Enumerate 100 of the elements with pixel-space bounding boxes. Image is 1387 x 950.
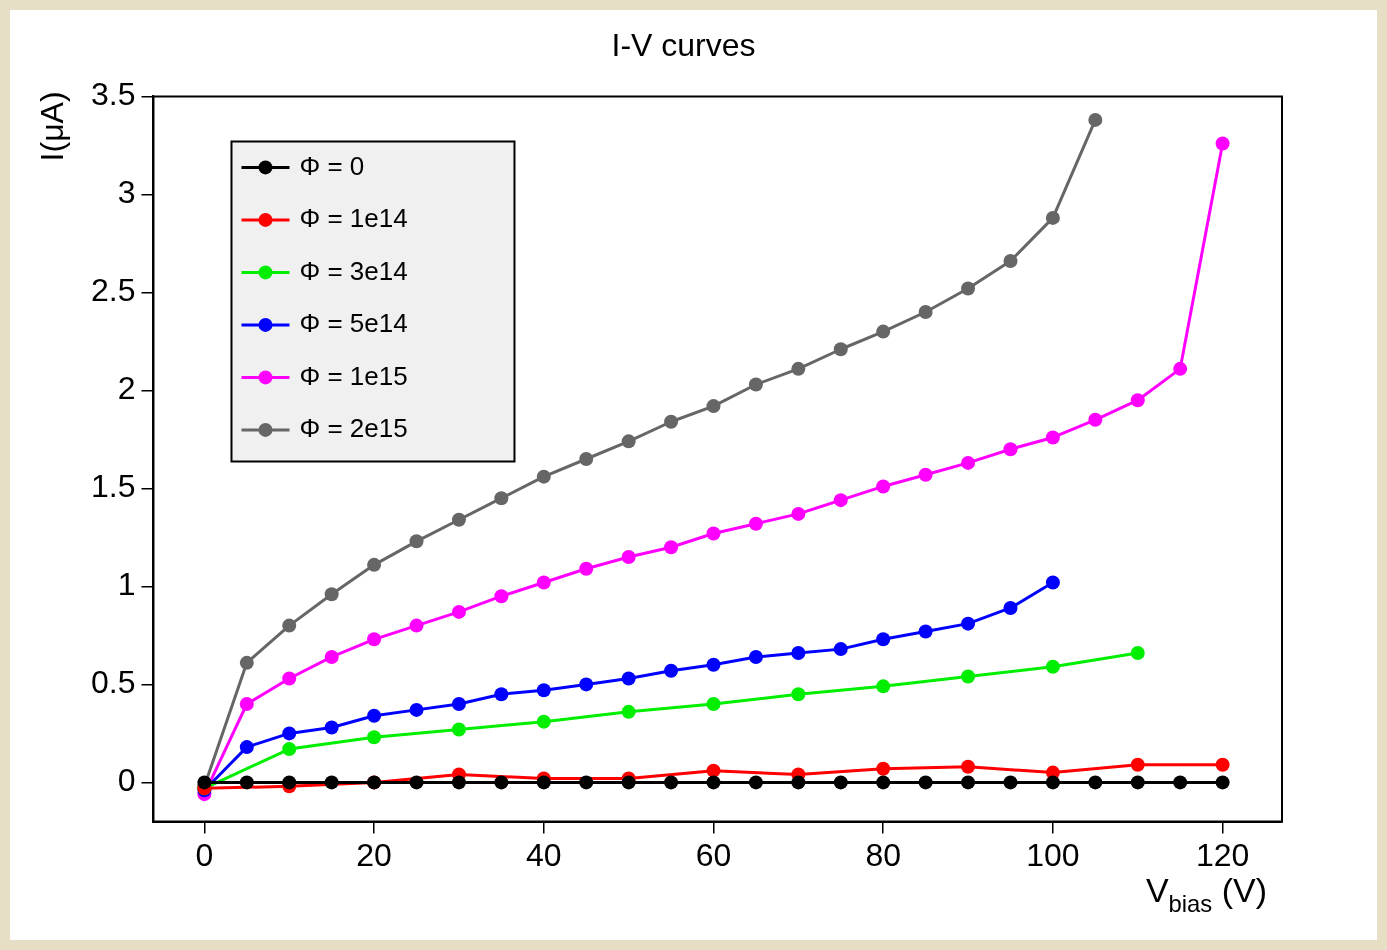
point: [961, 759, 976, 774]
point: [961, 775, 976, 790]
point: [1003, 254, 1018, 269]
y-tick-label: 1: [117, 566, 136, 603]
y-tick-label: 3: [117, 174, 136, 211]
point: [451, 697, 466, 711]
point: [536, 775, 551, 790]
point: [706, 763, 721, 778]
point: [1215, 136, 1230, 151]
point: [876, 324, 891, 339]
point: [409, 702, 424, 717]
point: [579, 775, 594, 790]
point: [1173, 775, 1188, 790]
point: [1088, 112, 1103, 127]
point: [367, 632, 382, 647]
point: [876, 679, 891, 694]
point: [1088, 775, 1103, 790]
point: [706, 775, 721, 790]
x-tick-label: 0: [195, 836, 214, 873]
point: [791, 506, 806, 521]
point: [409, 534, 424, 549]
point: [748, 649, 763, 664]
point: [1045, 430, 1060, 445]
point: [1045, 659, 1060, 674]
point: [621, 704, 636, 719]
point: [282, 618, 297, 633]
point: [324, 775, 339, 790]
point: [536, 683, 551, 698]
point: [367, 708, 382, 723]
point: [748, 775, 763, 790]
point: [961, 455, 976, 470]
point: [1130, 393, 1145, 408]
point: [579, 561, 594, 576]
point: [536, 714, 551, 729]
y-tick-label: 1.5: [91, 468, 136, 505]
x-tick-label: 80: [865, 836, 901, 873]
point: [282, 775, 297, 790]
point: [706, 399, 721, 414]
point: [1003, 775, 1018, 790]
point: [791, 361, 806, 376]
point: [1088, 412, 1103, 427]
legend-label: Φ = 1e15: [299, 360, 408, 391]
point: [324, 587, 339, 602]
point: [918, 305, 933, 319]
point: [918, 624, 933, 639]
point: [239, 655, 254, 670]
point: [748, 516, 763, 531]
legend-label: Φ = 0: [299, 150, 365, 181]
point: [451, 775, 466, 790]
legend-label: Φ = 5e14: [299, 308, 408, 339]
x-tick-label: 60: [695, 836, 732, 873]
point: [706, 526, 721, 541]
point: [536, 469, 551, 484]
point: [324, 720, 339, 735]
point: [876, 775, 891, 790]
point: [1003, 442, 1018, 457]
point: [621, 550, 636, 564]
point: [621, 671, 636, 686]
point: [282, 726, 297, 741]
point: [494, 491, 509, 506]
point: [1215, 775, 1230, 790]
point: [1130, 775, 1145, 790]
point: [961, 281, 976, 296]
point: [197, 775, 212, 790]
point: [706, 697, 721, 711]
point: [664, 414, 679, 429]
point: [833, 342, 848, 357]
point: [1215, 757, 1230, 772]
y-tick-label: 0.5: [91, 664, 136, 701]
point: [409, 618, 424, 633]
point: [367, 557, 382, 572]
point: [833, 775, 848, 790]
point: [1130, 757, 1145, 772]
point: [876, 632, 891, 647]
point: [961, 616, 976, 631]
x-tick-label: 120: [1195, 836, 1250, 873]
point: [664, 540, 679, 555]
point: [451, 604, 466, 619]
point: [367, 730, 382, 745]
point: [621, 434, 636, 449]
y-tick-label: 2.5: [91, 272, 136, 309]
y-tick-label: 0: [117, 762, 136, 799]
point: [494, 775, 509, 790]
point: [1173, 361, 1188, 376]
point: [579, 452, 594, 466]
point: [918, 467, 933, 482]
point: [918, 775, 933, 790]
point: [282, 742, 297, 757]
x-tick-label: 20: [356, 836, 392, 873]
y-tick-label: 2: [117, 370, 136, 407]
point: [833, 493, 848, 508]
point: [791, 687, 806, 702]
point: [664, 775, 679, 790]
point: [791, 646, 806, 661]
chart-title: I-V curves: [611, 27, 756, 64]
point: [706, 657, 721, 672]
point: [239, 775, 254, 790]
point: [451, 722, 466, 737]
y-axis-title: I(μA): [34, 91, 71, 162]
point: [494, 687, 509, 702]
